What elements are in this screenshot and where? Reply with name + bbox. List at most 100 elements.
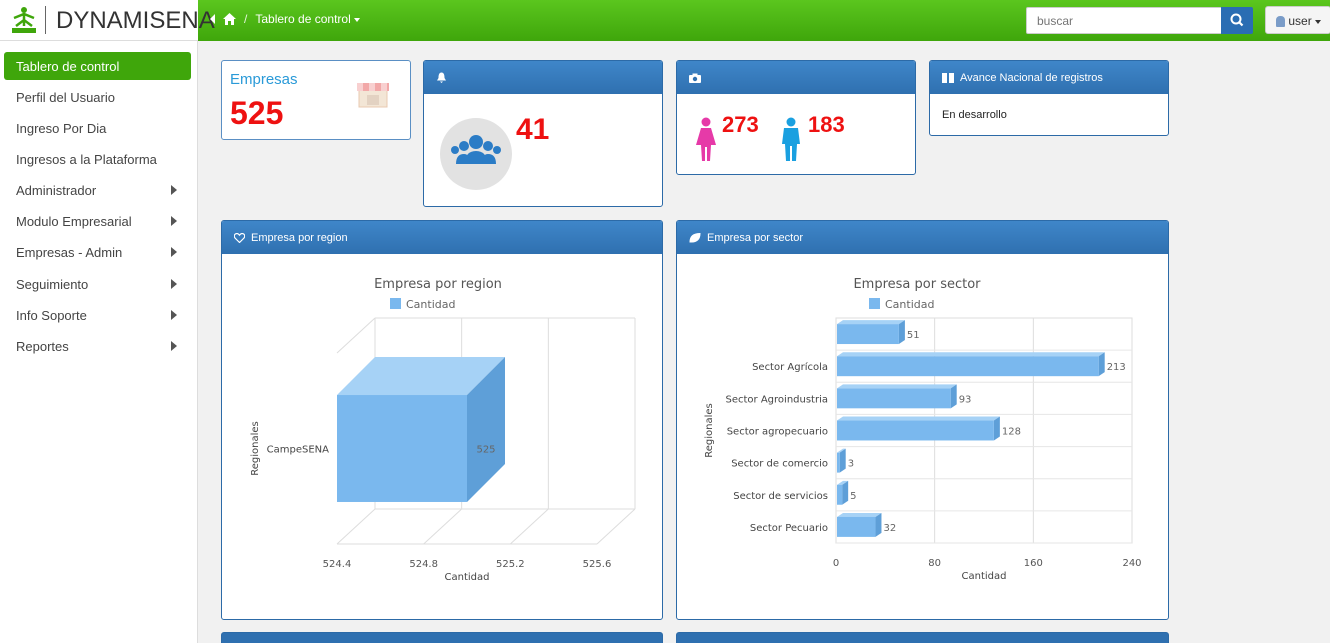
sidebar-item-modulo-empresarial[interactable]: Modulo Empresarial (4, 207, 191, 235)
sidebar-item-label: Empresas - Admin (16, 245, 123, 260)
bar-data-label: 51 (907, 330, 920, 341)
sidebar-item-tablero[interactable]: Tablero de control (4, 52, 191, 80)
sidebar-item-label: Ingresos a la Plataforma (16, 152, 157, 167)
male-icon (782, 117, 800, 161)
bar-data-label: 32 (883, 523, 896, 534)
x-tick-label: 240 (1122, 558, 1141, 569)
bottom-panel-left (221, 632, 663, 643)
chevron-right-icon (171, 341, 177, 351)
sidebar-item-seguimiento[interactable]: Seguimiento (4, 270, 191, 298)
y-tick-label: Sector Pecuario (750, 523, 828, 534)
wall-top-edge (336, 317, 376, 354)
brand[interactable]: DYNAMISENA (0, 0, 215, 41)
bar-top-face (837, 352, 1105, 357)
sidebar-item-label: Modulo Empresarial (16, 214, 132, 229)
brand-divider (45, 6, 46, 34)
bar-data-label: 93 (959, 394, 972, 405)
heart-icon (234, 232, 245, 243)
bar-top-face (837, 320, 905, 325)
leaf-icon (689, 232, 701, 242)
bar (837, 452, 840, 473)
legend-label: Cantidad (406, 298, 455, 311)
chevron-right-icon (171, 185, 177, 195)
empresas-card: Empresas 525 (221, 60, 411, 140)
sidebar-item-label: Seguimiento (16, 277, 89, 292)
floor-gridline (336, 508, 376, 545)
sidebar-item-ingreso-dia[interactable]: Ingreso Por Dia (4, 114, 191, 142)
y-tick-label: Sector de comercio (731, 459, 828, 470)
sidebar-item-reportes[interactable]: Reportes (4, 332, 191, 360)
bar (837, 388, 951, 409)
bar-data-label: 128 (1002, 427, 1021, 438)
bar-top-face (837, 448, 846, 453)
columns-icon (942, 72, 954, 83)
sector-chart-header: Empresa por sector (677, 221, 1168, 254)
sidebar-item-label: Tablero de control (16, 59, 120, 74)
y-axis-title: Regionales (704, 403, 715, 458)
bar-side-face (875, 512, 882, 537)
x-tick-label: 80 (928, 558, 941, 569)
sidebar-item-label: Ingreso Por Dia (16, 121, 107, 136)
x-tick-label: 525.2 (496, 559, 525, 570)
search-input[interactable] (1026, 7, 1222, 34)
user-icon (1276, 16, 1285, 28)
chevron-down-icon (1315, 19, 1322, 24)
x-axis-title: Cantidad (445, 572, 490, 583)
region-chart-panel: Empresa por region Empresa por region Can… (221, 220, 663, 620)
search-icon (1230, 13, 1244, 27)
bar-top-face (837, 384, 957, 389)
bottom-panel-right (676, 632, 1169, 643)
breadcrumb-current[interactable]: Tablero de control (255, 12, 361, 26)
sidebar-item-administrador[interactable]: Administrador (4, 176, 191, 204)
gender-card: 273 183 (676, 60, 916, 175)
users-card-header (424, 61, 662, 94)
empresas-count: 525 (230, 95, 284, 131)
bar-side-face (842, 480, 849, 505)
back-caret-icon[interactable] (210, 14, 215, 24)
floor-gridline (596, 508, 636, 545)
bar-top-face (837, 416, 1000, 421)
user-label: user (1288, 14, 1312, 28)
avance-title: Avance Nacional de registros (960, 71, 1103, 84)
avance-card: Avance Nacional de registros En desarrol… (929, 60, 1169, 136)
legend-swatch (869, 298, 880, 309)
chevron-right-icon (171, 247, 177, 257)
y-tick-label: Sector Agrícola (752, 361, 828, 373)
legend-swatch (390, 298, 401, 309)
sidebar-item-label: Perfil del Usuario (16, 90, 115, 105)
users-group-icon (440, 118, 512, 190)
bar-side-face (898, 320, 905, 345)
avance-card-header: Avance Nacional de registros (930, 61, 1168, 94)
bar-side-face (1098, 352, 1105, 377)
x-tick-label: 0 (833, 558, 839, 569)
bar-side-face (993, 416, 1000, 441)
y-axis-title: Regionales (250, 421, 261, 476)
bell-icon (437, 72, 446, 83)
sidebar-item-ingresos-plataforma[interactable]: Ingresos a la Plataforma (4, 145, 191, 173)
women-count: 273 (722, 112, 759, 137)
x-tick-label: 160 (1024, 558, 1043, 569)
bar (837, 484, 843, 505)
x-tick-label: 524.4 (323, 559, 352, 570)
sidebar-item-info-soporte[interactable]: Info Soporte (4, 301, 191, 329)
search-button[interactable] (1221, 7, 1253, 34)
sidebar: Tablero de control Perfil del Usuario In… (0, 41, 198, 643)
sidebar-item-perfil[interactable]: Perfil del Usuario (4, 83, 191, 111)
bar (837, 420, 994, 441)
bar-data-label: 525 (476, 445, 495, 456)
sidebar-item-label: Administrador (16, 183, 97, 198)
x-axis-title: Cantidad (962, 571, 1007, 582)
chevron-right-icon (171, 216, 177, 226)
bar (837, 516, 876, 537)
chevron-down-icon (354, 17, 361, 22)
users-count: 41 (516, 113, 550, 146)
user-menu-button[interactable]: user (1265, 6, 1330, 34)
region-chart-title: Empresa por region (251, 231, 348, 244)
home-icon[interactable] (223, 13, 236, 25)
sidebar-item-empresas-admin[interactable]: Empresas - Admin (4, 238, 191, 266)
region-chart: Empresa por region Cantidad 524.4 524.8 525.… (250, 277, 636, 583)
breadcrumb-separator: / (244, 12, 248, 26)
bar-data-label: 3 (848, 459, 854, 470)
chevron-right-icon (171, 310, 177, 320)
bar (837, 324, 899, 345)
